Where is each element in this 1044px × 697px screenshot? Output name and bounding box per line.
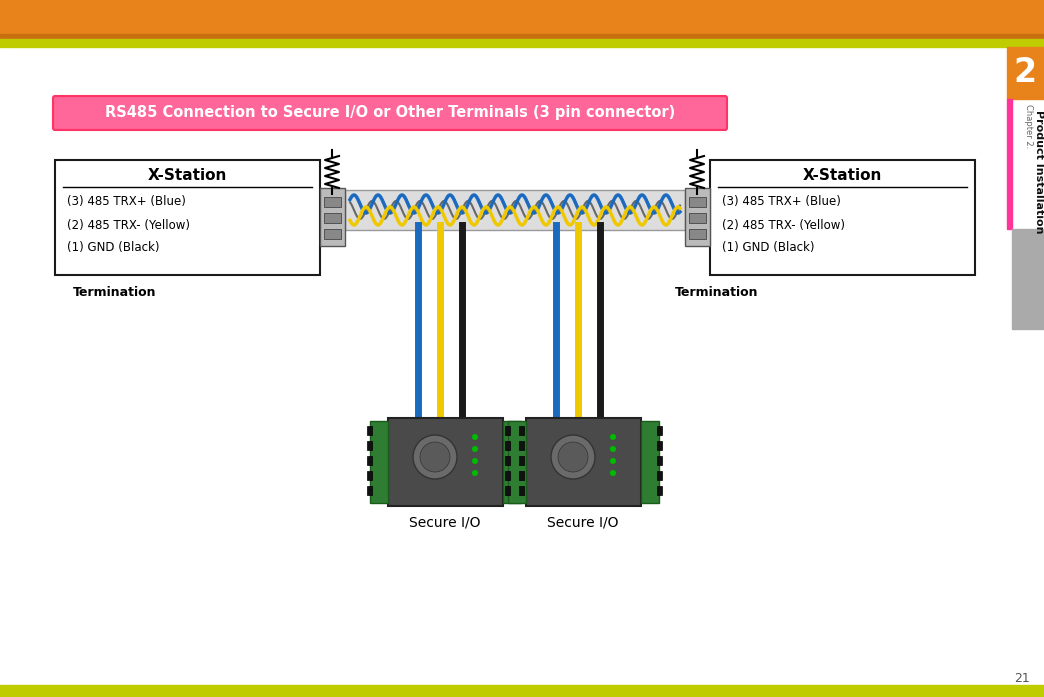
Bar	[366, 456, 372, 465]
Bar	[519, 426, 523, 435]
Text: X-Station: X-Station	[148, 169, 228, 183]
Bar	[1007, 99, 1012, 229]
Bar	[689, 213, 706, 223]
Bar	[504, 426, 509, 435]
Bar	[657, 486, 662, 495]
Bar	[525, 418, 641, 506]
Text: Chapter 2.: Chapter 2.	[1023, 104, 1033, 148]
Bar	[366, 486, 372, 495]
Circle shape	[610, 446, 616, 452]
Bar	[324, 213, 341, 223]
Text: (3) 485 TRX+ (Blue): (3) 485 TRX+ (Blue)	[67, 195, 186, 208]
Bar	[0, 34, 1044, 39]
Bar	[507, 421, 525, 503]
Circle shape	[472, 434, 478, 440]
Bar	[689, 197, 706, 207]
Bar	[387, 418, 502, 506]
Circle shape	[472, 446, 478, 452]
Bar	[370, 421, 387, 503]
Text: Termination: Termination	[675, 286, 759, 300]
Text: 2: 2	[1014, 56, 1037, 89]
Bar	[504, 456, 509, 465]
Text: 21: 21	[1014, 673, 1029, 686]
Circle shape	[551, 435, 595, 479]
Bar	[519, 486, 523, 495]
Text: (2) 485 TRX- (Yellow): (2) 485 TRX- (Yellow)	[722, 218, 845, 231]
Bar	[502, 421, 521, 503]
Circle shape	[610, 458, 616, 464]
Bar	[519, 471, 523, 480]
FancyBboxPatch shape	[53, 96, 727, 130]
Bar	[657, 426, 662, 435]
Bar	[657, 456, 662, 465]
Bar	[519, 441, 523, 450]
Circle shape	[557, 442, 588, 472]
Bar	[345, 190, 685, 230]
Bar	[324, 197, 341, 207]
Text: Secure I/O: Secure I/O	[547, 515, 619, 529]
Text: (1) GND (Black): (1) GND (Black)	[722, 241, 814, 254]
Bar	[0, 39, 1044, 47]
Bar	[504, 441, 509, 450]
Bar	[504, 486, 509, 495]
Bar	[55, 160, 321, 275]
Text: Termination: Termination	[73, 286, 157, 300]
Circle shape	[413, 435, 457, 479]
Text: RS485 Connection to Secure I/O or Other Terminals (3 pin connector): RS485 Connection to Secure I/O or Other …	[104, 105, 675, 121]
Text: (3) 485 TRX+ (Blue): (3) 485 TRX+ (Blue)	[722, 195, 840, 208]
Circle shape	[472, 470, 478, 476]
Text: Secure I/O: Secure I/O	[409, 515, 480, 529]
Bar	[321, 188, 345, 246]
Bar	[366, 426, 372, 435]
Text: Product Installation: Product Installation	[1034, 110, 1044, 233]
Circle shape	[610, 434, 616, 440]
Bar	[685, 188, 710, 246]
Bar	[657, 471, 662, 480]
Bar	[519, 456, 523, 465]
Bar	[366, 471, 372, 480]
Text: (1) GND (Black): (1) GND (Black)	[67, 241, 160, 254]
Bar	[0, 685, 1044, 697]
Text: (2) 485 TRX- (Yellow): (2) 485 TRX- (Yellow)	[67, 218, 190, 231]
Bar	[689, 229, 706, 239]
Bar	[641, 421, 659, 503]
Bar	[657, 441, 662, 450]
Bar	[504, 471, 509, 480]
Bar	[0, 0, 1044, 38]
Circle shape	[610, 470, 616, 476]
Bar	[366, 441, 372, 450]
Circle shape	[472, 458, 478, 464]
Bar	[1012, 229, 1044, 329]
Bar	[1007, 47, 1044, 99]
Circle shape	[420, 442, 450, 472]
Bar	[710, 160, 975, 275]
Bar	[324, 229, 341, 239]
Text: X-Station: X-Station	[803, 169, 882, 183]
